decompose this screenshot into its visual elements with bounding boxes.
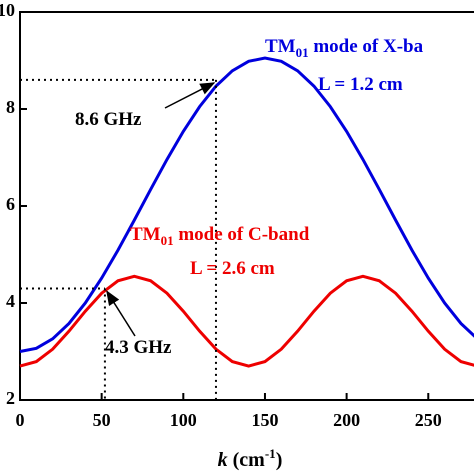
y-tick-label: 4 bbox=[6, 291, 15, 311]
y-tick-label: 8 bbox=[6, 97, 15, 117]
y-tick-label: 2 bbox=[6, 388, 15, 408]
annotation-sub: 01 bbox=[161, 233, 174, 248]
x-tick-label: 0 bbox=[16, 410, 25, 430]
y-tick-label: 10 bbox=[0, 0, 15, 20]
x-tick-label: 150 bbox=[251, 410, 278, 430]
annotation: 8.6 GHz bbox=[75, 109, 142, 130]
annotation-arrow bbox=[106, 290, 136, 337]
line-series bbox=[19, 56, 474, 353]
x-tick-label: 50 bbox=[93, 410, 111, 430]
y-tick-label: 6 bbox=[6, 194, 15, 214]
line-series bbox=[19, 274, 474, 368]
annotation: 4.3 GHz bbox=[105, 337, 172, 358]
annotation-part: mode of X-ba bbox=[309, 36, 424, 57]
plot-frame bbox=[19, 11, 474, 401]
annotation-sub: 01 bbox=[296, 45, 309, 60]
annotation-part: TM bbox=[265, 36, 296, 57]
x-tick-label: 250 bbox=[415, 410, 442, 430]
x-axis-label: k (cm-1) bbox=[218, 446, 283, 471]
annotation-arrow bbox=[164, 82, 216, 109]
x-tick-label: 100 bbox=[170, 410, 197, 430]
x-tick-label: 200 bbox=[333, 410, 360, 430]
annotation: TM01 mode of C-band bbox=[130, 224, 310, 248]
annotation-part: TM bbox=[130, 224, 161, 245]
annotation: TM01 mode of X-ba bbox=[265, 36, 424, 60]
annotation: L = 1.2 cm bbox=[318, 74, 403, 95]
annotation-part: mode of C-band bbox=[174, 224, 310, 245]
annotation: L = 2.6 cm bbox=[190, 258, 275, 279]
